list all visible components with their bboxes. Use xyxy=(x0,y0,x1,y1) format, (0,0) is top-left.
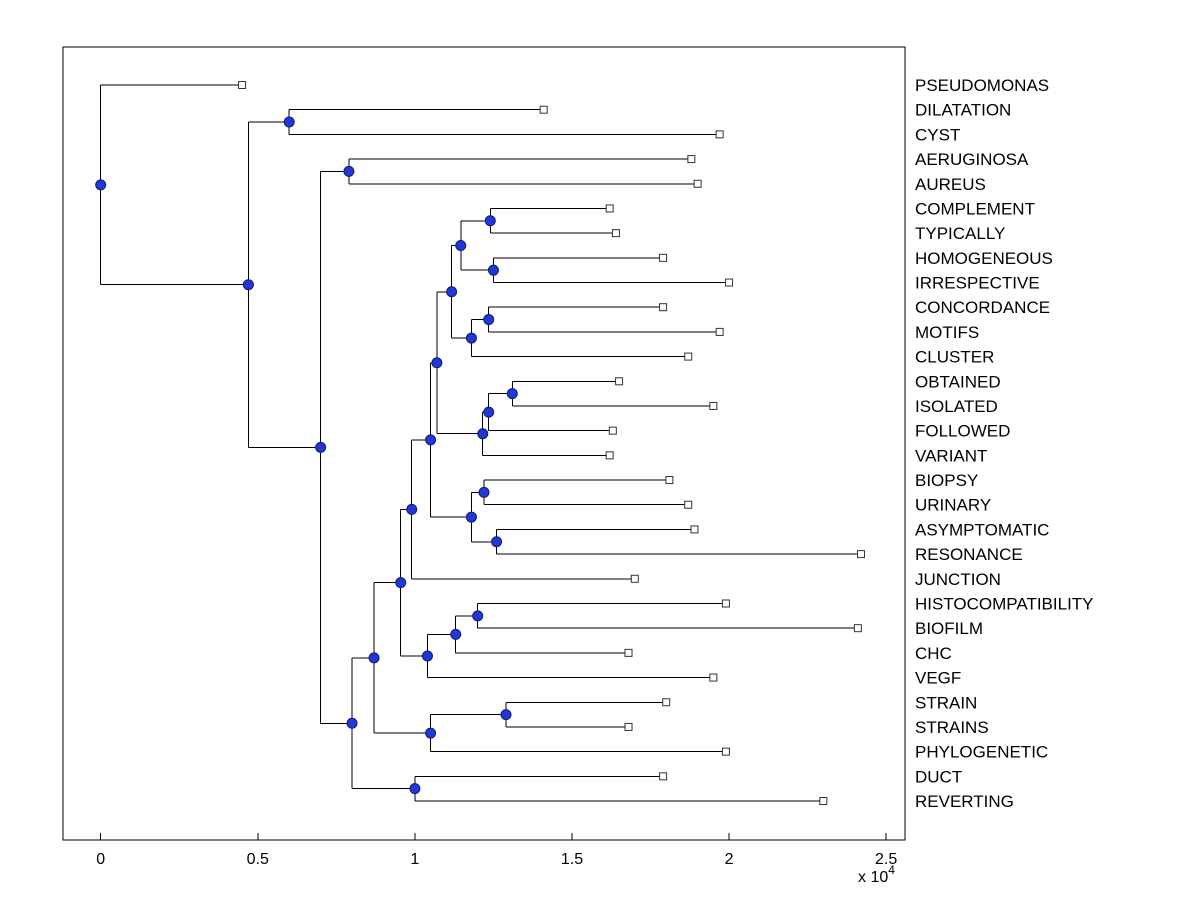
leaf-label: ISOLATED xyxy=(915,397,998,416)
x-axis-tick-label: 2 xyxy=(725,851,734,868)
leaf-label: OBTAINED xyxy=(915,372,1001,391)
x-axis-tick-label: 0 xyxy=(96,851,105,868)
internal-node-marker[interactable] xyxy=(95,179,107,191)
leaf-node-marker[interactable] xyxy=(853,624,862,633)
x-axis-multiplier-label: x 104 xyxy=(858,863,895,886)
leaf-label: REVERTING xyxy=(915,792,1014,811)
leaf-node-marker[interactable] xyxy=(684,500,693,509)
leaf-label: VARIANT xyxy=(915,446,987,465)
internal-node-marker[interactable] xyxy=(455,239,467,251)
leaf-label: COMPLEMENT xyxy=(915,199,1035,218)
internal-node-marker[interactable] xyxy=(484,215,496,227)
internal-node-marker[interactable] xyxy=(409,783,421,795)
x-axis-tick-label: 1 xyxy=(410,851,419,868)
internal-node-marker[interactable] xyxy=(506,388,518,400)
leaf-node-marker[interactable] xyxy=(615,377,624,386)
leaf-node-marker[interactable] xyxy=(709,401,718,410)
leaf-label: IRRESPECTIVE xyxy=(915,274,1040,293)
leaf-node-marker[interactable] xyxy=(624,722,633,731)
leaf-node-marker[interactable] xyxy=(715,130,724,139)
leaf-node-marker[interactable] xyxy=(605,204,614,213)
internal-node-marker[interactable] xyxy=(472,610,484,622)
leaf-label: CLUSTER xyxy=(915,348,994,367)
leaf-node-marker[interactable] xyxy=(608,426,617,435)
leaf-node-marker[interactable] xyxy=(539,105,548,114)
internal-node-marker[interactable] xyxy=(431,357,443,369)
internal-node-marker[interactable] xyxy=(465,511,477,523)
internal-node-marker[interactable] xyxy=(395,577,407,589)
leaf-label: BIOFILM xyxy=(915,619,983,638)
leaf-node-marker[interactable] xyxy=(665,476,674,485)
leaf-label: HISTOCOMPATIBILITY xyxy=(915,594,1094,613)
leaf-node-marker[interactable] xyxy=(857,550,866,559)
internal-node-marker[interactable] xyxy=(283,116,295,128)
leaf-node-marker[interactable] xyxy=(624,648,633,657)
internal-node-marker[interactable] xyxy=(487,264,499,276)
internal-node-marker[interactable] xyxy=(465,332,477,344)
leaf-label: DUCT xyxy=(915,767,962,786)
leaf-label: VEGF xyxy=(915,669,961,688)
x-axis-tick-label: 0.5 xyxy=(247,851,269,868)
leaf-label: JUNCTION xyxy=(915,570,1001,589)
internal-node-marker[interactable] xyxy=(500,709,512,721)
leaf-node-marker[interactable] xyxy=(659,303,668,312)
internal-node-marker[interactable] xyxy=(446,286,458,298)
leaf-label: RESONANCE xyxy=(915,545,1023,564)
leaf-label: PSEUDOMONAS xyxy=(915,76,1049,95)
leaf-node-marker[interactable] xyxy=(721,747,730,756)
internal-node-marker[interactable] xyxy=(368,652,380,664)
leaf-label: CONCORDANCE xyxy=(915,298,1050,317)
plot-box xyxy=(62,46,906,841)
internal-node-marker[interactable] xyxy=(242,279,254,291)
leaf-label: TYPICALLY xyxy=(915,224,1005,243)
leaf-label: STRAIN xyxy=(915,693,977,712)
leaf-label: MOTIFS xyxy=(915,323,979,342)
leaf-label: CYST xyxy=(915,125,960,144)
leaf-node-marker[interactable] xyxy=(687,155,696,164)
internal-node-marker[interactable] xyxy=(483,406,495,418)
internal-node-marker[interactable] xyxy=(421,650,433,662)
internal-node-marker[interactable] xyxy=(425,434,437,446)
internal-node-marker[interactable] xyxy=(346,717,358,729)
leaf-label: DILATATION xyxy=(915,101,1011,120)
leaf-node-marker[interactable] xyxy=(662,698,671,707)
internal-node-marker[interactable] xyxy=(343,165,355,177)
internal-node-marker[interactable] xyxy=(478,486,490,498)
leaf-label: ASYMPTOMATIC xyxy=(915,520,1049,539)
internal-node-marker[interactable] xyxy=(491,536,503,548)
leaf-label: BIOPSY xyxy=(915,471,978,490)
leaf-node-marker[interactable] xyxy=(659,253,668,262)
leaf-label: FOLLOWED xyxy=(915,422,1010,441)
internal-node-marker[interactable] xyxy=(483,314,495,326)
leaf-node-marker[interactable] xyxy=(611,229,620,238)
leaf-node-marker[interactable] xyxy=(693,179,702,188)
x-axis-tick-label: 1.5 xyxy=(561,851,583,868)
leaf-label: AERUGINOSA xyxy=(915,150,1029,169)
internal-node-marker[interactable] xyxy=(315,441,327,453)
leaf-label: AUREUS xyxy=(915,175,986,194)
leaf-node-marker[interactable] xyxy=(721,599,730,608)
leaf-node-marker[interactable] xyxy=(630,574,639,583)
internal-node-marker[interactable] xyxy=(450,628,462,640)
leaf-label: PHYLOGENETIC xyxy=(915,743,1048,762)
leaf-node-marker[interactable] xyxy=(684,352,693,361)
internal-node-marker[interactable] xyxy=(406,503,418,515)
x-axis-tick-label: 2.5 xyxy=(875,851,897,868)
leaf-node-marker[interactable] xyxy=(715,327,724,336)
leaf-node-marker[interactable] xyxy=(605,451,614,460)
leaf-node-marker[interactable] xyxy=(819,797,828,806)
leaf-node-marker[interactable] xyxy=(238,81,247,89)
leaf-label: HOMOGENEOUS xyxy=(915,249,1053,268)
leaf-node-marker[interactable] xyxy=(690,525,699,534)
leaf-node-marker[interactable] xyxy=(659,772,668,781)
leaf-label: URINARY xyxy=(915,496,991,515)
leaf-node-marker[interactable] xyxy=(709,673,718,682)
internal-node-marker[interactable] xyxy=(425,727,437,739)
leaf-label: CHC xyxy=(915,644,952,663)
internal-node-marker[interactable] xyxy=(477,428,489,440)
leaf-label: STRAINS xyxy=(915,718,989,737)
leaf-node-marker[interactable] xyxy=(725,278,734,287)
